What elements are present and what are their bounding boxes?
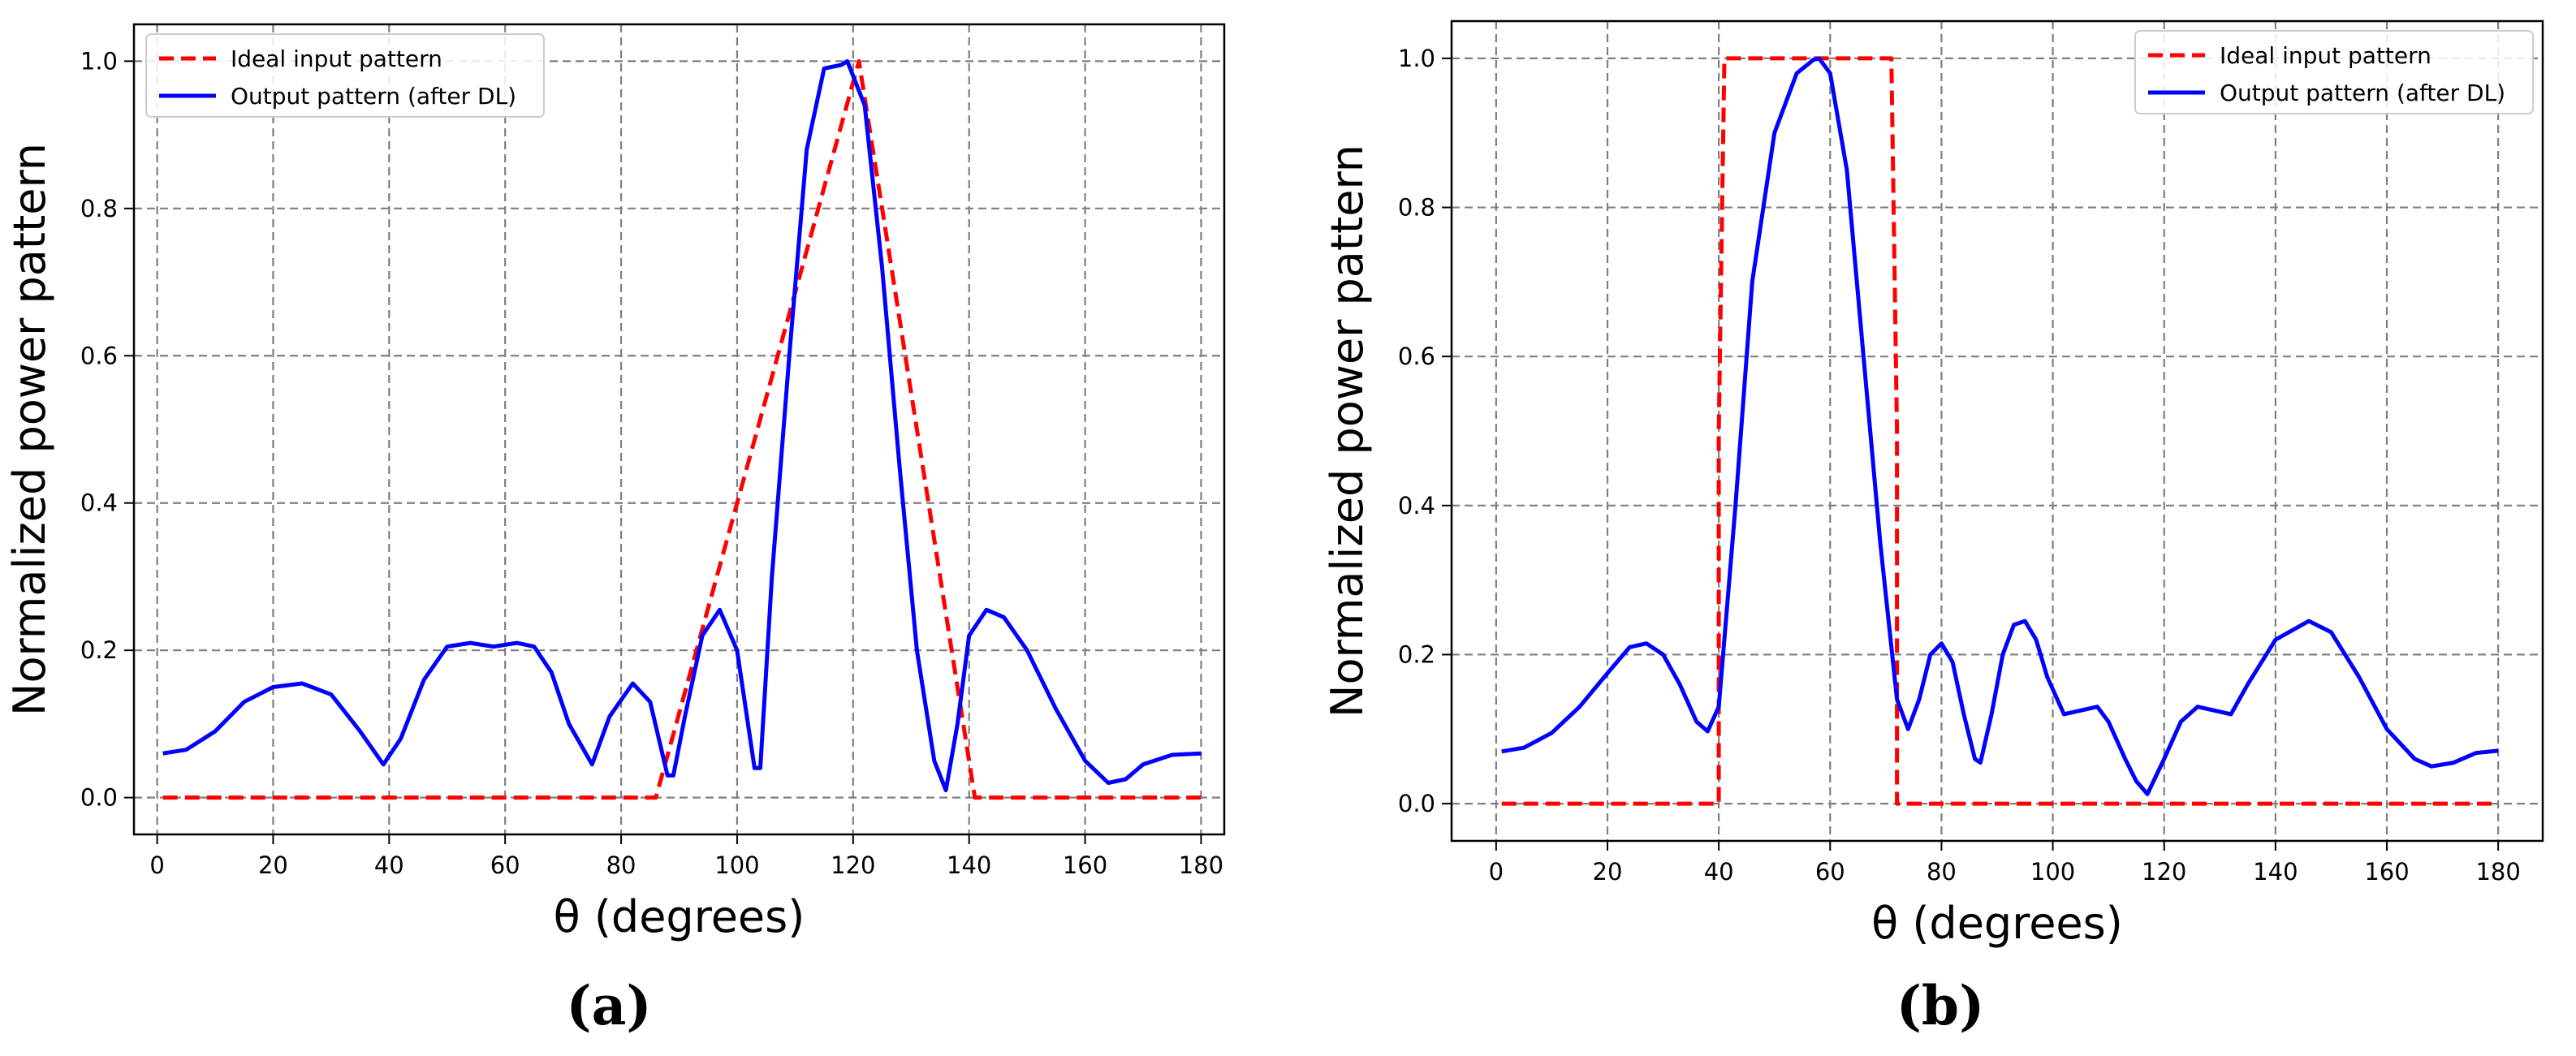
series-line-1	[1501, 56, 2499, 796]
y-tick-label: 0.6	[80, 342, 118, 369]
x-tick-label: 100	[2030, 858, 2075, 886]
y-axis-label: Normalized power pattern	[1322, 144, 1373, 718]
legend-box	[145, 33, 545, 118]
x-tick-label: 60	[490, 851, 520, 879]
x-tick-label: 20	[258, 851, 288, 879]
x-tick-label: 80	[1927, 858, 1957, 886]
legend-box	[2134, 30, 2534, 114]
y-tick-label: 1.0	[80, 47, 118, 75]
x-tick-label: 140	[947, 851, 991, 879]
y-tick-label: 0.4	[80, 489, 118, 517]
y-tick-label: 0.6	[1398, 343, 1435, 370]
x-tick-label: 140	[2253, 858, 2298, 886]
x-tick-label: 160	[1063, 851, 1107, 879]
legend-label: Output pattern (after DL)	[231, 83, 516, 110]
x-tick-label: 120	[831, 851, 875, 879]
y-tick-label: 1.0	[1398, 45, 1435, 72]
x-tick-label: 80	[606, 851, 636, 879]
y-tick-label: 0.8	[80, 195, 118, 222]
x-axis-label: θ (degrees)	[554, 891, 805, 942]
legend-label: Output pattern (after DL)	[2220, 80, 2505, 106]
x-axis-label: θ (degrees)	[1871, 898, 2123, 949]
x-tick-label: 40	[374, 851, 404, 879]
x-tick-label: 160	[2364, 858, 2409, 886]
x-tick-label: 40	[1704, 858, 1734, 886]
chart-panel-0: 0 20 40 60 80 100 120 140 160 180 0.0 0.2 0.4 0.6 0.8 1…	[4, 23, 1226, 1037]
legend-label: Ideal input pattern	[231, 45, 442, 72]
x-tick-label: 60	[1815, 858, 1845, 886]
y-tick-label: 0.2	[80, 636, 118, 664]
series-line-0	[162, 58, 1202, 800]
x-tick-label: 180	[2475, 858, 2520, 886]
series-line-1	[162, 58, 1202, 793]
y-tick-label: 0.0	[1398, 790, 1435, 817]
x-tick-label: 180	[1179, 851, 1223, 879]
plot-frame	[132, 23, 1226, 836]
y-axis-label: Normalized power pattern	[4, 143, 55, 716]
plot-frame	[1450, 19, 2544, 843]
y-tick-label: 0.4	[1398, 492, 1435, 519]
legend: Ideal input pattern Output pattern (after…	[2134, 30, 2534, 114]
x-tick-label: 100	[714, 851, 759, 879]
y-tick-label: 0.8	[1398, 194, 1435, 222]
y-tick-label: 0.2	[1398, 640, 1435, 668]
chart-panel-1: 0 20 40 60 80 100 120 140 160 180 0.0 0.2 0.4 0.6 0.8 1…	[1322, 19, 2544, 1037]
series-line-0	[1501, 56, 2499, 806]
panel-caption: (a)	[566, 974, 651, 1037]
y-tick-label: 0.0	[80, 784, 118, 812]
legend-label: Ideal input pattern	[2220, 42, 2431, 69]
legend: Ideal input pattern Output pattern (after…	[145, 33, 545, 118]
x-tick-label: 120	[2142, 858, 2186, 886]
x-tick-label: 20	[1593, 858, 1623, 886]
x-tick-label: 0	[149, 851, 164, 879]
panel-caption: (b)	[1896, 974, 1985, 1037]
x-tick-label: 0	[1489, 858, 1504, 886]
